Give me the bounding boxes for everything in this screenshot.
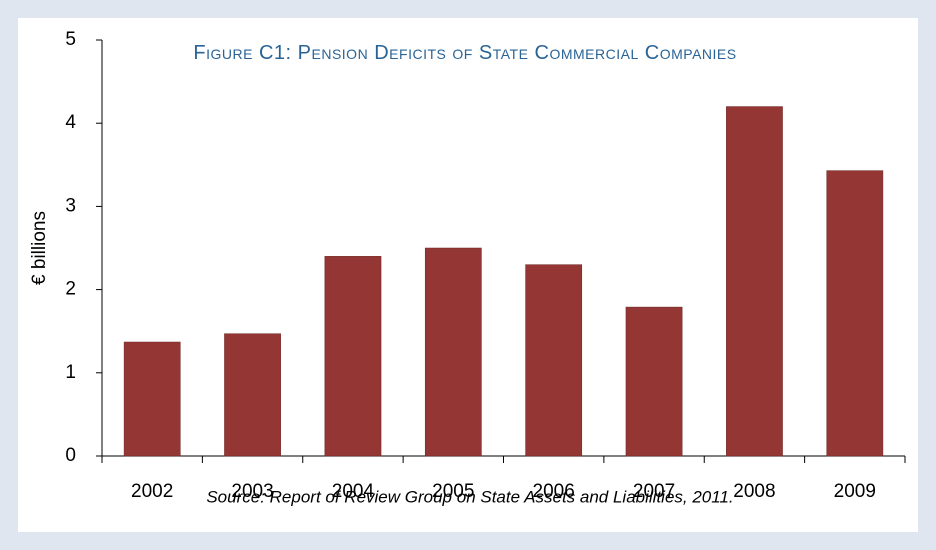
y-tick-label: 2	[65, 279, 76, 300]
x-tick-label: 2004	[332, 481, 375, 502]
y-axis-label: € billions	[29, 211, 50, 285]
bar	[424, 247, 482, 457]
bar	[224, 333, 281, 457]
x-tick-label: 2005	[432, 481, 474, 502]
bar	[726, 106, 783, 457]
y-tick-label: 0	[65, 445, 76, 466]
x-tick-label: 2003	[231, 481, 273, 502]
bar	[324, 256, 382, 457]
bar	[625, 306, 683, 457]
y-tick-label: 4	[65, 112, 76, 133]
x-tick-label: 2006	[533, 481, 575, 502]
x-tick-label: 2007	[633, 481, 675, 502]
chart-title: Figure C1: Pension Deficits of State Com…	[193, 42, 737, 64]
x-tick-label: 2002	[131, 481, 173, 502]
x-tick-label: 2009	[834, 481, 876, 502]
x-tick-label: 2008	[733, 481, 775, 502]
bar	[525, 264, 583, 457]
bar	[123, 341, 181, 457]
y-tick-label: 3	[65, 195, 76, 216]
bar	[826, 170, 884, 457]
y-tick-label: 5	[65, 29, 76, 50]
source: Source: Report of Review Group on State …	[206, 487, 733, 506]
y-tick-label: 1	[65, 362, 76, 383]
